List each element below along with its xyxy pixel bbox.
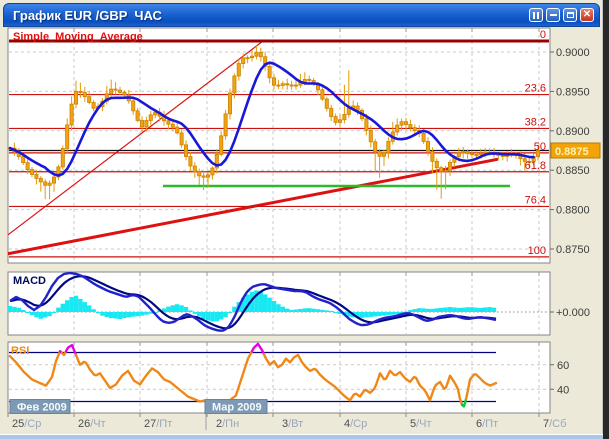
date-label: 5/Чт — [410, 418, 432, 430]
main-overlays — [7, 39, 549, 258]
window-buttons: ✕ — [529, 8, 599, 22]
fib-level-label: 100 — [528, 245, 546, 257]
sma-line — [8, 61, 535, 177]
rsi-line — [64, 343, 78, 357]
macd-line — [9, 271, 497, 332]
rsi-line — [250, 342, 266, 356]
x-axis: Фев 2009 Мар 2009 25/Ср 26/Чт 27/Пт 2/Пн 3/Вт 4… — [7, 399, 566, 430]
fib-level-label: 50 — [534, 141, 546, 153]
close-button[interactable]: ✕ — [580, 8, 594, 22]
maximize-button[interactable] — [563, 8, 577, 22]
price-tick-label: 0.9000 — [556, 47, 590, 59]
fib-level-label: 23.6 — [525, 83, 546, 95]
rsi-tick-label: 60 — [557, 360, 569, 372]
rsi-line — [8, 350, 62, 387]
window-title: График EUR /GBP ЧАС — [13, 7, 162, 23]
fib-level-label: 38.2 — [525, 116, 546, 128]
macd-panel: MACD +0.000 — [7, 271, 590, 332]
date-label: 7/Сб — [543, 418, 566, 430]
month-label: Фев 2009 — [17, 402, 67, 414]
minimize-button[interactable] — [546, 8, 560, 22]
fib-level-label: 61.8 — [525, 160, 546, 172]
month-box — [204, 399, 268, 414]
titlebar[interactable]: График EUR /GBP ЧАС ✕ — [3, 3, 600, 27]
date-label: 6/Пт — [476, 418, 498, 430]
trend-line — [7, 41, 263, 236]
date-label: 27/Пт — [144, 418, 172, 430]
maximize-icon — [566, 12, 574, 18]
macd-zero-label: +0.000 — [556, 307, 590, 319]
close-icon: ✕ — [582, 9, 592, 20]
date-label: 25/Ср — [12, 418, 41, 430]
rsi-line — [464, 373, 498, 401]
date-label: 2/Пн — [216, 418, 239, 430]
price-tick-label: 0.8900 — [556, 126, 590, 138]
rsi-line — [60, 350, 68, 357]
window-bottom-frame — [0, 434, 603, 439]
price-tick-label: 0.8800 — [556, 205, 590, 217]
price-tick-label: 0.8750 — [556, 244, 590, 256]
rsi-indicator-label: RSI — [11, 345, 29, 357]
date-label: 4/Ср — [344, 418, 367, 430]
rsi-line — [460, 397, 468, 408]
main-labels: Simple_Moving_Average 0 23.6 38.2 50 61.8 76.4… — [13, 29, 601, 257]
rsi-line — [262, 353, 464, 406]
workspace-background — [602, 0, 609, 439]
fib-level-label: 76.4 — [525, 194, 546, 206]
rsi-tick-label: 40 — [557, 384, 569, 396]
price-tick-label: 0.8950 — [556, 86, 590, 98]
pause-button[interactable] — [529, 8, 543, 22]
date-label: 3/Вт — [282, 418, 303, 430]
month-box — [9, 399, 71, 414]
price-tick-label: 0.8850 — [556, 165, 590, 177]
pause-icon — [533, 11, 539, 19]
minimize-icon — [549, 14, 557, 16]
current-price-label: 0.8875 — [555, 146, 589, 158]
date-label: 26/Чт — [78, 418, 106, 430]
sma-indicator-label: Simple_Moving_Average — [13, 31, 143, 43]
fib-level-label: 0 — [540, 29, 546, 41]
macd-indicator-label: MACD — [13, 275, 46, 287]
month-label: Мар 2009 — [212, 402, 262, 414]
current-price-badge — [550, 142, 601, 159]
